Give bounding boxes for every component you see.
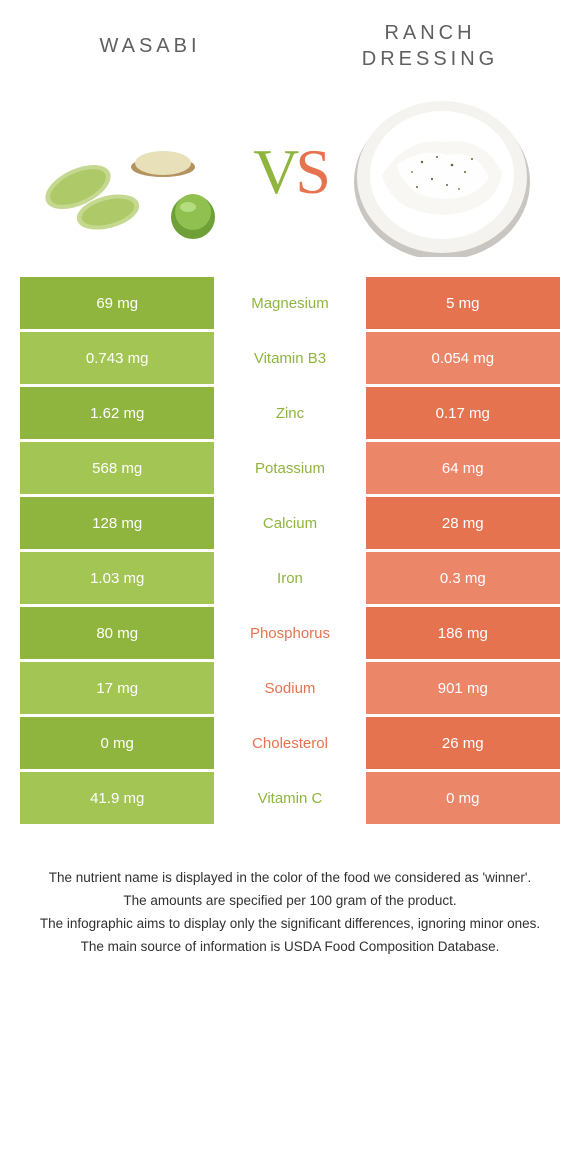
table-row: 128 mgCalcium28 mg (20, 497, 560, 552)
header: Wasabi Ranch dressing (0, 0, 580, 72)
images-row: VS (0, 87, 580, 257)
value-left: 41.9 mg (20, 772, 214, 824)
vs-s-letter: S (295, 136, 327, 207)
table-row: 41.9 mgVitamin C0 mg (20, 772, 560, 827)
value-right: 186 mg (366, 607, 560, 659)
nutrient-label: Zinc (214, 387, 365, 439)
nutrient-label: Cholesterol (214, 717, 365, 769)
title-wasabi: Wasabi (38, 33, 262, 59)
table-row: 69 mgMagnesium5 mg (20, 277, 560, 332)
vs-v-letter: V (253, 136, 295, 207)
value-left: 17 mg (20, 662, 214, 714)
footer-line-4: The main source of information is USDA F… (30, 936, 550, 959)
table-row: 0 mgCholesterol26 mg (20, 717, 560, 772)
table-row: 0.743 mgVitamin B30.054 mg (20, 332, 560, 387)
wasabi-image (33, 87, 243, 257)
value-right: 0.3 mg (366, 552, 560, 604)
nutrient-table: 69 mgMagnesium5 mg0.743 mgVitamin B30.05… (20, 277, 560, 827)
table-row: 1.03 mgIron0.3 mg (20, 552, 560, 607)
table-row: 1.62 mgZinc0.17 mg (20, 387, 560, 442)
table-row: 80 mgPhosphorus186 mg (20, 607, 560, 662)
value-right: 901 mg (366, 662, 560, 714)
vs-badge: VS (253, 135, 327, 209)
value-left: 128 mg (20, 497, 214, 549)
table-row: 568 mgPotassium64 mg (20, 442, 560, 497)
value-left: 1.03 mg (20, 552, 214, 604)
value-right: 28 mg (366, 497, 560, 549)
nutrient-label: Potassium (214, 442, 365, 494)
footer-line-2: The amounts are specified per 100 gram o… (30, 890, 550, 913)
value-left: 0.743 mg (20, 332, 214, 384)
nutrient-label: Calcium (214, 497, 365, 549)
value-right: 5 mg (366, 277, 560, 329)
footer-line-3: The infographic aims to display only the… (30, 913, 550, 936)
title-ranch: Ranch dressing (318, 20, 542, 72)
value-right: 0.054 mg (366, 332, 560, 384)
value-right: 0.17 mg (366, 387, 560, 439)
table-row: 17 mgSodium901 mg (20, 662, 560, 717)
footer-line-1: The nutrient name is displayed in the co… (30, 867, 550, 890)
nutrient-label: Magnesium (214, 277, 365, 329)
nutrient-label: Phosphorus (214, 607, 365, 659)
nutrient-label: Sodium (214, 662, 365, 714)
value-left: 0 mg (20, 717, 214, 769)
nutrient-label: Vitamin C (214, 772, 365, 824)
value-left: 568 mg (20, 442, 214, 494)
value-right: 26 mg (366, 717, 560, 769)
value-left: 69 mg (20, 277, 214, 329)
value-left: 1.62 mg (20, 387, 214, 439)
footer-notes: The nutrient name is displayed in the co… (0, 867, 580, 959)
value-right: 0 mg (366, 772, 560, 824)
nutrient-label: Iron (214, 552, 365, 604)
value-left: 80 mg (20, 607, 214, 659)
ranch-image (337, 87, 547, 257)
value-right: 64 mg (366, 442, 560, 494)
nutrient-label: Vitamin B3 (214, 332, 365, 384)
